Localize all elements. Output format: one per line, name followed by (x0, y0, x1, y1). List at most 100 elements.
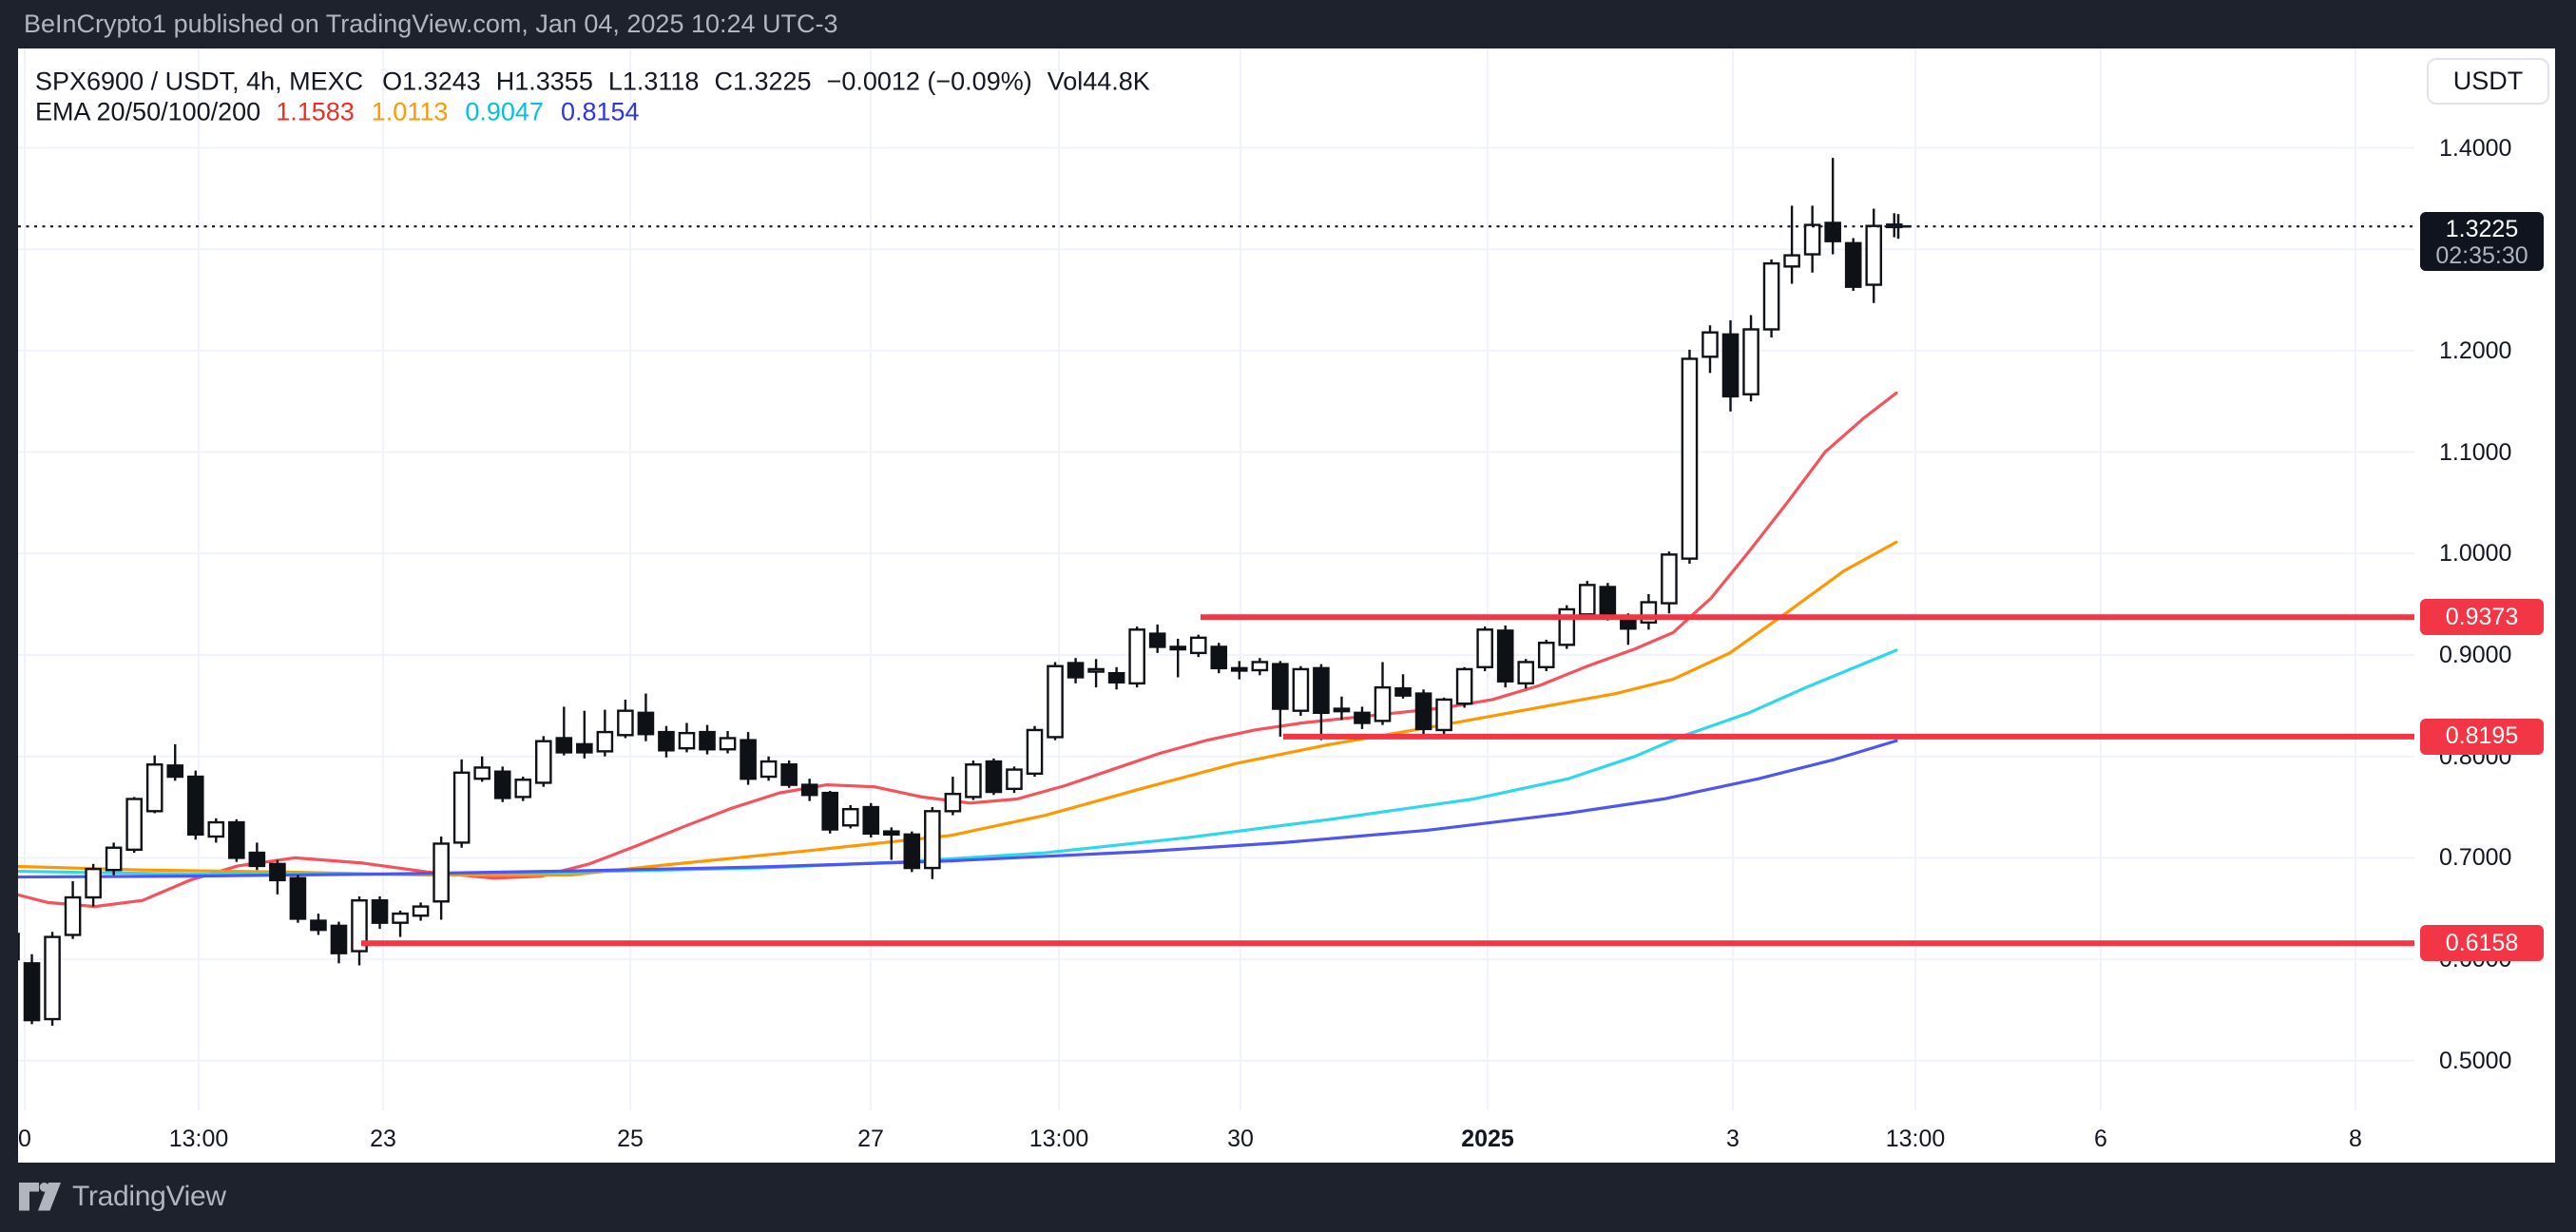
share-caption: BeInCrypto1 published on TradingView.com… (24, 10, 838, 38)
candle-body-down (800, 783, 818, 797)
candle-body-down (1169, 645, 1187, 651)
candle-body-up (473, 766, 490, 780)
candle-body-up (145, 763, 163, 813)
candle-body-up (965, 763, 982, 799)
candle-body-down (166, 764, 184, 779)
candle-body-up (1047, 664, 1064, 739)
currency-usdt-button[interactable]: USDT (2427, 58, 2549, 105)
candle-body-up (1189, 636, 1207, 655)
time-axis-label: 3 (1726, 1126, 1740, 1152)
ema-line-ema20 (18, 391, 1898, 909)
candle-body-up (1701, 331, 1719, 358)
candle-body-up (433, 842, 450, 903)
candle-body-down (555, 737, 573, 754)
ema-indicator-label: EMA 20/50/100/200 (35, 97, 261, 126)
ema20-value: 1.1583 (276, 97, 355, 126)
candle-body-up (105, 846, 123, 872)
time-axis-label: 13:00 (1028, 1126, 1089, 1152)
candle-body-down (493, 770, 511, 799)
time-axis-label: 27 (857, 1126, 884, 1152)
time-axis-label: 2025 (1461, 1126, 1514, 1152)
candle-body-down (1333, 707, 1351, 713)
level-price-badge: 0.8195 (2420, 718, 2544, 755)
bar-countdown: 02:35:30 (2435, 242, 2528, 270)
candle-body-down (228, 820, 245, 859)
time-axis-label: 25 (617, 1126, 644, 1152)
price-axis-label: 0.9000 (2439, 642, 2512, 668)
candle-body-up (44, 935, 61, 1021)
candle-body-up (412, 905, 430, 917)
level-price-badge: 0.6158 (2420, 925, 2544, 962)
candle-body-up (1742, 328, 1759, 395)
candle-body-up (1681, 357, 1699, 560)
plot-area[interactable] (0, 48, 2414, 1110)
time-axis-label: 13:00 (1885, 1126, 1946, 1152)
candle-body-down (1394, 687, 1412, 697)
candle-body-down (1210, 645, 1228, 670)
candle-body-up (924, 810, 941, 870)
candle-body-up (1537, 641, 1555, 669)
candle-body-down (18, 933, 20, 961)
candle-body-up (617, 709, 634, 737)
level-price-badge: 0.9373 (2420, 599, 2544, 636)
footer-brand[interactable]: TradingView (19, 1175, 226, 1219)
candle-body-down (1230, 666, 1248, 672)
volume-value: Vol44.8K (1047, 67, 1150, 96)
candle-body-up (1128, 628, 1145, 685)
candle-body-up (351, 899, 368, 953)
candle-body-up (678, 731, 696, 750)
candle-body-down (269, 862, 286, 882)
ema-line-ema200 (18, 739, 1898, 879)
candle-body-down (330, 924, 348, 954)
ohlc-high: H1.3355 (495, 67, 593, 96)
tradingview-logo-icon (19, 1183, 61, 1211)
chart-panel (18, 48, 2555, 1163)
ema-indicator-row: EMA 20/50/100/200 1.1583 1.0113 0.9047 0… (35, 98, 657, 127)
candle-body-up (125, 798, 143, 852)
candle-body-up (1455, 667, 1473, 705)
candle-body-down (310, 919, 327, 932)
candle-body-up (392, 912, 409, 924)
candle-body-up (1517, 661, 1535, 685)
ema-line-ema100 (18, 648, 1898, 876)
candle-body-down (1067, 662, 1085, 679)
candle-body-down (903, 833, 921, 870)
candle-body-down (1148, 632, 1166, 648)
candle-body-up (1762, 261, 1780, 331)
header-bar: BeInCrypto1 published on TradingView.com… (0, 0, 2576, 48)
candle-body-up (64, 895, 82, 936)
candle-body-up (1476, 628, 1493, 669)
candle-body-down (780, 763, 798, 786)
candle-body-up (1006, 768, 1023, 791)
price-axis[interactable]: 1.4000 1.2000 1.1000 1.0000 0.9000 0.8000 0.70… (2414, 48, 2555, 1163)
candle-body-down (1721, 333, 1740, 398)
candle-body-up (944, 792, 962, 813)
time-axis-label: 6 (2094, 1126, 2107, 1152)
time-axis-label: 30 (1227, 1126, 1254, 1152)
candle-body-down (248, 851, 266, 868)
candle-body-up (719, 737, 737, 751)
time-axis-label: 23 (370, 1126, 396, 1152)
candle-body-down (1414, 692, 1432, 731)
candle-body-down (1354, 711, 1371, 724)
candle-body-up (85, 867, 102, 899)
ohlc-low: L1.3118 (607, 67, 700, 96)
ema200-value: 0.8154 (560, 97, 640, 126)
candle-body-down (1272, 663, 1289, 710)
candle-body-down (289, 876, 307, 920)
candle-body-up (207, 820, 225, 838)
candle-body-down (658, 730, 675, 752)
price-axis-label: 1.0000 (2439, 540, 2512, 568)
price-axis-label: 1.2000 (2439, 337, 2512, 364)
candle-body-down (186, 775, 204, 837)
candle-body-up (1661, 553, 1678, 605)
price-axis-label: 1.1000 (2439, 438, 2512, 466)
current-price-badge: 1.3225 02:35:30 (2420, 212, 2544, 272)
candle-body-up (596, 730, 614, 753)
ema100-value: 0.9047 (465, 97, 544, 126)
candle-body-down (1844, 241, 1862, 288)
footer-brand-text: TradingView (72, 1181, 226, 1212)
time-axis[interactable]: 0 13:00 23 25 27 13:00 30 2025 3 13:00 6 8 (0, 1110, 2414, 1163)
